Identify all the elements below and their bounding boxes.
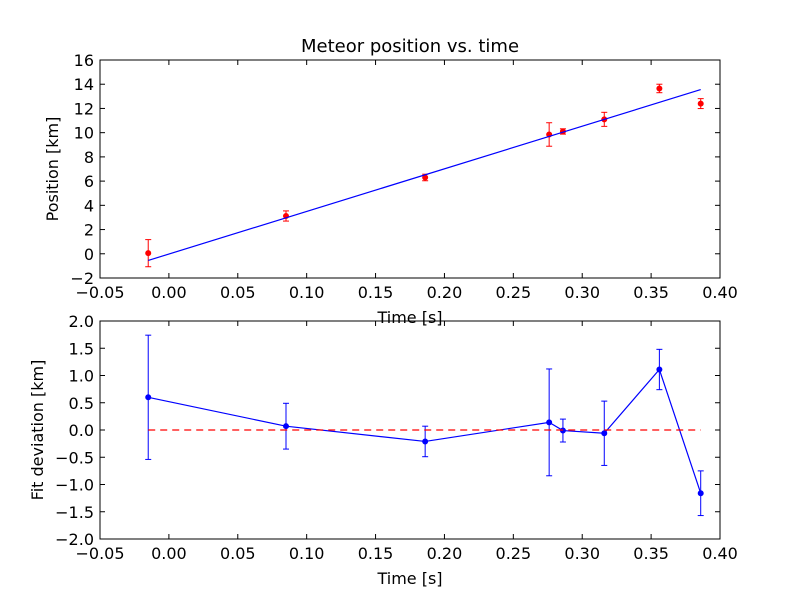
data-point — [145, 250, 152, 257]
x-tick-label: 0.00 — [151, 544, 187, 563]
y-tick-label: −2.0 — [55, 530, 94, 549]
x-tick-label: 0.35 — [633, 283, 669, 302]
data-point — [656, 366, 663, 373]
x-axis-label: Time [s] — [376, 308, 442, 327]
y-tick-label: −1.0 — [55, 476, 94, 495]
y-tick-label: −2 — [70, 269, 94, 288]
y-tick-label: 6 — [84, 172, 94, 191]
x-tick-label: 0.05 — [220, 544, 256, 563]
chart-title: Meteor position vs. time — [301, 36, 519, 57]
y-tick-label: 2 — [84, 221, 94, 240]
y-tick-label: 0.5 — [69, 394, 94, 413]
data-point — [697, 100, 704, 107]
x-tick-label: 0.40 — [702, 283, 738, 302]
y-tick-label: 1.5 — [69, 339, 94, 358]
plot-frame — [99, 320, 721, 540]
data-point — [145, 394, 152, 401]
y-tick-label: 0 — [84, 245, 94, 264]
fit-line — [148, 88, 701, 262]
y-tick-label: 10 — [74, 124, 94, 143]
data-point — [546, 419, 553, 426]
x-tick-label: 0.15 — [358, 544, 394, 563]
y-tick-label: −0.5 — [55, 448, 94, 467]
deviation-line — [148, 368, 702, 494]
x-tick-label: 0.20 — [427, 544, 463, 563]
data-point — [601, 430, 608, 437]
x-tick-label: 0.25 — [496, 544, 532, 563]
deviation-panel: Time [s] Fit deviation [km] −0.05 0.00 0.0… — [28, 312, 738, 588]
data-point — [697, 490, 704, 497]
x-tick-label: 0.10 — [289, 283, 325, 302]
plot-frame — [99, 59, 721, 279]
x-axis-label: Time [s] — [376, 569, 442, 588]
x-tick-label: 0.00 — [151, 283, 187, 302]
y-axis-label: Position [km] — [43, 117, 62, 222]
x-tick-label: 0.30 — [564, 544, 600, 563]
y-axis-label: Fit deviation [km] — [28, 360, 47, 501]
y-tick-label: 14 — [74, 75, 94, 94]
x-tick-label: 0.15 — [358, 283, 394, 302]
x-tick-label: 0.20 — [427, 283, 463, 302]
y-tick-label: 1.0 — [69, 367, 94, 386]
x-tick-label: −0.05 — [75, 283, 124, 302]
x-tick-label: 0.30 — [564, 283, 600, 302]
y-tick-label: 16 — [74, 51, 94, 70]
data-point — [656, 85, 663, 92]
y-tick-label: 12 — [74, 99, 94, 118]
x-tick-label: 0.35 — [633, 544, 669, 563]
y-tick-label: 0.0 — [69, 421, 94, 440]
y-tick-label: 4 — [84, 196, 94, 215]
data-point — [283, 423, 289, 430]
x-tick-label: 0.40 — [702, 544, 738, 563]
y-tick-label: −1.5 — [55, 503, 94, 522]
x-tick-label: −0.05 — [75, 544, 124, 563]
x-tick-label: 0.10 — [289, 544, 325, 563]
data-point — [422, 438, 429, 445]
y-tick-label: 8 — [84, 148, 94, 167]
y-tick-label: 2.0 — [69, 312, 94, 331]
position-panel: Meteor position vs. time Time [s] Positi… — [43, 36, 738, 327]
x-tick-label: 0.05 — [220, 283, 256, 302]
x-tick-label: 0.25 — [496, 283, 532, 302]
